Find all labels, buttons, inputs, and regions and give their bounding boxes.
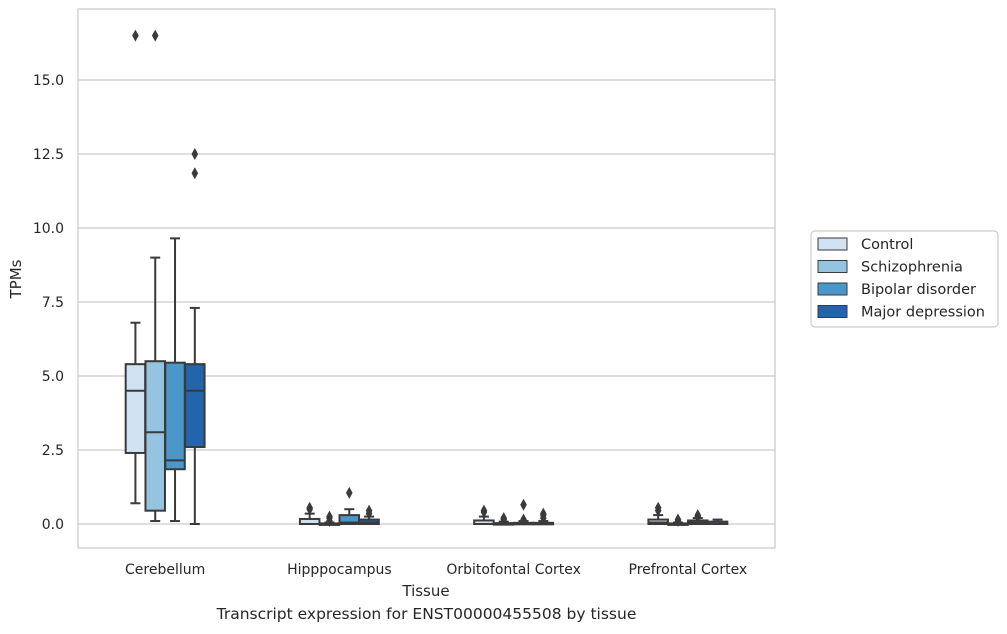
legend-label: Bipolar disorder [861, 282, 976, 298]
y-tick-label: 5.0 [42, 369, 64, 385]
y-tick-labels: 0.0 2.5 5.0 7.5 10.0 12.5 15.0 [33, 73, 64, 533]
y-tick-label: 10.0 [33, 221, 64, 237]
box-major-depression [184, 148, 206, 525]
outlier-point [151, 29, 159, 42]
legend-swatch [817, 260, 848, 273]
outlier-point [654, 501, 662, 514]
y-tick-label: 2.5 [42, 443, 64, 459]
outlier-point [520, 498, 527, 511]
box-major-depression [358, 504, 380, 525]
box-series [124, 29, 729, 528]
plot-frame [77, 8, 776, 549]
outlier-point [480, 504, 488, 517]
box-control [298, 501, 321, 526]
box-major-depression [706, 518, 729, 526]
x-tick-label: Prefrontal Cortex [629, 562, 748, 578]
legend-swatch [817, 282, 848, 296]
outlier-point [326, 510, 333, 523]
box-bipolar-disorder [164, 237, 186, 523]
x-tick-label: Hipppocampus [287, 562, 392, 578]
legend-label: Control [861, 237, 913, 253]
box-schizophrenia [492, 512, 515, 526]
box-iqr [184, 363, 206, 449]
legend-label: Schizophrenia [861, 260, 963, 276]
box-bipolar-disorder [512, 498, 535, 526]
box-bipolar-disorder [338, 486, 361, 525]
outlier-point [191, 167, 199, 180]
box-schizophrenia [144, 29, 166, 523]
box-control [647, 501, 669, 525]
outlier-point [540, 507, 547, 520]
outlier-point [132, 29, 139, 42]
y-axis-label: TPMs [7, 259, 25, 299]
box-iqr [144, 360, 166, 512]
box-control [473, 504, 495, 525]
y-tick-label: 15.0 [33, 73, 64, 89]
y-tick-label: 7.5 [42, 295, 64, 311]
box-major-depression [532, 507, 555, 526]
legend-frame [810, 230, 999, 328]
outlier-point [694, 509, 702, 522]
box-schizophrenia [667, 513, 689, 528]
x-axis-label: Tissue [401, 582, 449, 600]
box-iqr [124, 363, 147, 454]
y-tick-label: 12.5 [33, 147, 64, 163]
outlier-point [191, 148, 199, 160]
outlier-point [500, 512, 508, 525]
outlier-point [674, 513, 682, 526]
box-control [124, 29, 147, 505]
outlier-point [520, 513, 527, 526]
outlier-point [345, 486, 353, 499]
legend-swatch [817, 237, 848, 251]
legend-swatch [817, 305, 848, 318]
box-bipolar-disorder [687, 509, 709, 525]
legend: Control Schizophrenia Bipolar disorder Majo… [810, 230, 999, 328]
outlier-point [306, 501, 313, 514]
box-iqr [164, 361, 186, 471]
legend-label: Major depression [861, 305, 985, 321]
box-schizophrenia [318, 510, 341, 528]
chart-caption: Transcript expression for ENST0000045550… [216, 605, 637, 623]
y-tick-label: 0.0 [42, 517, 64, 533]
x-tick-label: Cerebellum [125, 562, 205, 578]
x-tick-labels: Cerebellum Hipppocampus Orbitofontal Corte… [125, 562, 747, 578]
outlier-point [365, 504, 373, 517]
x-tick-label: Orbitofontal Cortex [446, 562, 581, 578]
